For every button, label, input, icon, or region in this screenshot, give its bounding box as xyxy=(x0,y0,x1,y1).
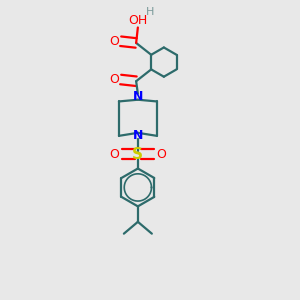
Text: OH: OH xyxy=(128,14,148,27)
Text: O: O xyxy=(109,35,119,48)
Text: O: O xyxy=(109,73,119,86)
Text: S: S xyxy=(132,147,143,162)
Text: H: H xyxy=(146,7,154,17)
Text: N: N xyxy=(133,90,143,103)
Text: O: O xyxy=(157,148,166,160)
Text: N: N xyxy=(133,129,143,142)
Text: O: O xyxy=(109,148,119,160)
